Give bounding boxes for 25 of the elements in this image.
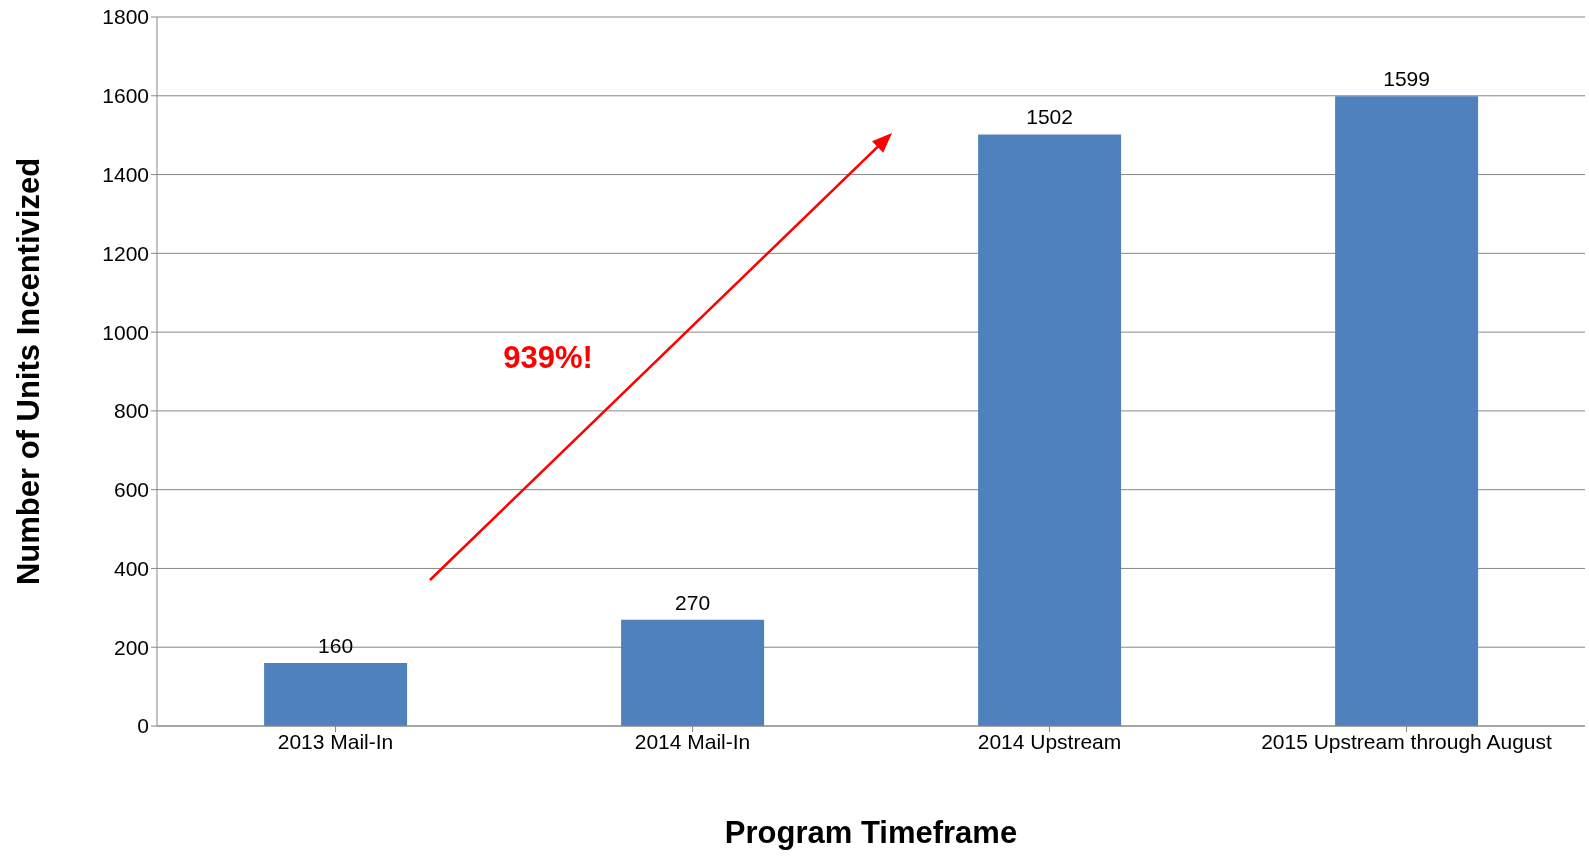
y-tick-label: 1200 [102, 241, 149, 265]
x-tick-label: 2014 Mail-In [634, 729, 751, 753]
data-label: 160 [318, 633, 354, 657]
y-tick-label: 600 [113, 478, 149, 502]
y-tick-label: 200 [113, 635, 149, 659]
y-tick-label: 1400 [102, 163, 149, 187]
data-label: 1599 [1383, 67, 1430, 91]
x-tick-label: 2014 Upstream [977, 729, 1122, 753]
x-axis-title: Program Timeframe [724, 815, 1018, 850]
y-tick-label: 800 [113, 399, 149, 423]
y-tick-label: 0 [137, 714, 149, 738]
bar [264, 662, 408, 726]
y-tick-label: 1600 [102, 84, 149, 108]
y-tick-label: 1000 [102, 320, 149, 344]
x-tick-label: 2015 Upstream through August [1261, 729, 1552, 753]
data-label: 270 [675, 590, 711, 614]
bar [1335, 96, 1479, 726]
annotation: 939%! [503, 340, 593, 375]
bar [621, 619, 765, 726]
data-label: 1502 [1026, 105, 1073, 129]
bar [978, 134, 1122, 726]
y-axis-title: Number of Units Incentivized [11, 157, 47, 586]
x-tick-label: 2013 Mail-In [277, 729, 394, 753]
y-tick-label: 1800 [102, 5, 149, 29]
y-tick-label: 400 [113, 556, 149, 580]
